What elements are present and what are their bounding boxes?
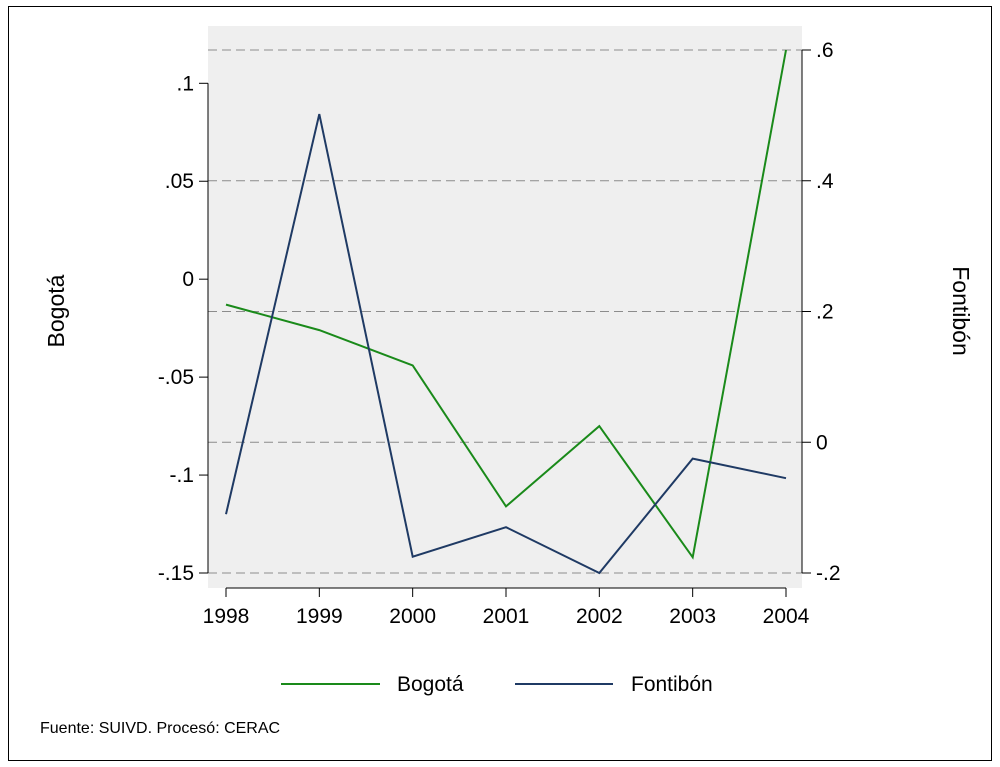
y-axis-right-title: Fontibón	[948, 266, 974, 356]
legend-label-bogota: Bogotá	[397, 673, 464, 696]
legend: Bogotá Fontibón	[281, 673, 713, 696]
series-line-bogota	[225, 49, 787, 560]
y-right-tick-label: .4	[816, 170, 834, 193]
y-right-tick-label: -.2	[816, 562, 841, 585]
y-left-tick-label: -.05	[158, 366, 194, 389]
y-axis-left-title: Bogotá	[43, 274, 69, 347]
x-tick-label: 2000	[389, 605, 436, 628]
x-tick-label: 1998	[203, 605, 250, 628]
series-lines	[225, 49, 787, 575]
y-left-tick-label: -.15	[158, 562, 194, 585]
y-left-tick-label: 0	[182, 268, 194, 291]
y-left-tick-label: -.1	[169, 464, 194, 487]
axes: -.15 -.1 -.05 0 .05 .1 -.2 0 .2 .4 .6 1998 1999 2000 2…	[158, 39, 841, 628]
x-tick-label: 2003	[669, 605, 716, 628]
y-left-tick-label: .1	[176, 72, 194, 95]
x-tick-label: 2002	[576, 605, 623, 628]
grid-lines	[208, 49, 802, 574]
series-line-fontibon	[225, 113, 787, 575]
x-tick-label: 2004	[763, 605, 810, 628]
y-right-tick-label: .2	[816, 301, 834, 324]
y-right-tick-label: .6	[816, 39, 834, 62]
y-right-tick-label: 0	[816, 431, 828, 454]
plot-area	[208, 26, 802, 588]
x-tick-label: 2001	[483, 605, 530, 628]
x-tick-label: 1999	[296, 605, 343, 628]
y-left-tick-label: .05	[165, 170, 194, 193]
legend-label-fontibon: Fontibón	[631, 673, 713, 696]
source-note: Fuente: SUIVD. Procesó: CERAC	[40, 720, 281, 737]
